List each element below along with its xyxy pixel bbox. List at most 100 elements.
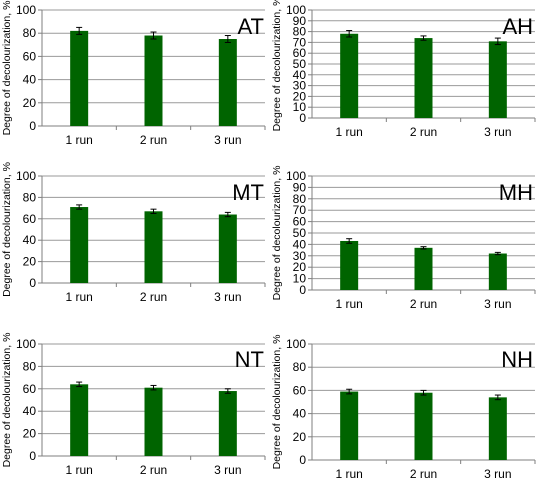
y-tick-label: 40 [293,407,307,421]
y-tick-label: 20 [23,96,37,110]
y-tick-label: 40 [23,404,37,418]
panel-title: NT [235,347,264,372]
bar-3-run [218,214,237,283]
x-tick-label: 2 run [140,290,167,304]
x-tick-label: 2 run [140,133,167,147]
y-tick-label: 80 [23,26,37,40]
x-tick-label: 3 run [484,297,511,311]
y-axis-title: Degree of decolourization, % [271,166,283,301]
bar-3-run [488,397,507,460]
bar-2-run [414,392,433,460]
y-tick-label: 40 [293,68,307,82]
chart-panel-mt: 0 20 40 60 80 100 1 run 2 run 3 run Degree of dec… [1,162,266,304]
bar-2-run [414,38,433,118]
y-tick-label: 80 [293,360,307,374]
x-tick-label: 3 run [214,133,241,147]
bar-1-run [340,391,359,460]
bar-3-run [488,41,507,118]
chart-panel-nh: 0 20 40 60 80 100 1 run 2 run 3 run Degree of dec… [271,335,536,481]
y-tick-label: 20 [23,255,37,269]
panel-title: AH [502,14,533,39]
x-tick-label: 3 run [484,467,511,481]
x-tick-label: 1 run [65,290,92,304]
y-axis-title: Degree of decolourization, % [271,335,283,470]
y-tick-label: 100 [286,3,306,17]
y-tick-label: 40 [293,237,307,251]
x-tick-label: 3 run [484,125,511,139]
y-tick-label: 10 [293,272,307,286]
bar-1-run [340,240,359,290]
x-tick-label: 2 run [410,467,437,481]
x-tick-label: 3 run [214,290,241,304]
y-tick-label: 30 [293,79,307,93]
y-tick-label: 100 [286,337,306,351]
bar-1-run [70,384,89,456]
y-tick-label: 0 [299,111,306,125]
y-tick-label: 20 [23,427,37,441]
y-tick-label: 30 [293,249,307,263]
x-tick-label: 1 run [335,297,362,311]
bar-1-run [70,207,89,283]
y-tick-label: 90 [293,180,307,194]
chart-panel-at: 0 20 40 60 80 100 1 run 2 run 3 run Degree of dec… [1,1,266,147]
y-tick-label: 20 [293,430,307,444]
y-tick-label: 60 [293,215,307,229]
bar-1-run [70,30,89,127]
y-tick-label: 0 [29,119,36,133]
y-axis-title: Degree of decolourization, % [1,333,13,468]
bar-3-run [488,253,507,290]
y-tick-label: 100 [16,337,36,351]
y-tick-label: 20 [293,89,307,103]
y-tick-label: 20 [293,260,307,274]
panel-title: NH [501,347,533,372]
y-tick-label: 100 [286,169,306,183]
y-tick-label: 100 [16,3,36,17]
bar-3-run [218,391,237,456]
bar-3-run [218,39,237,126]
x-tick-label: 1 run [65,133,92,147]
y-tick-label: 0 [299,283,306,297]
y-tick-label: 80 [23,190,37,204]
panel-title: MT [232,180,264,205]
y-tick-label: 80 [293,192,307,206]
x-tick-label: 2 run [140,463,167,477]
y-tick-label: 50 [293,226,307,240]
y-tick-label: 60 [23,212,37,226]
y-tick-label: 50 [293,57,307,71]
y-tick-label: 90 [293,14,307,28]
x-tick-label: 1 run [335,467,362,481]
y-axis-title: Degree of decolourization, % [271,0,283,131]
y-tick-label: 60 [293,46,307,60]
y-tick-label: 70 [293,203,307,217]
chart-panel-nt: 0 20 40 60 80 100 1 run 2 run 3 run Degree of dec… [1,333,266,477]
bar-1-run [340,33,359,119]
y-tick-label: 80 [23,359,37,373]
y-tick-label: 70 [293,35,307,49]
y-tick-label: 0 [29,449,36,463]
panel-title: MH [499,180,533,205]
bar-2-run [414,247,433,290]
y-tick-label: 60 [23,49,37,63]
y-tick-label: 40 [23,233,37,247]
y-tick-label: 80 [293,25,307,39]
bar-2-run [144,211,163,283]
y-axis-title: Degree of decolourization, % [1,162,13,297]
y-tick-label: 10 [293,100,307,114]
y-tick-label: 60 [293,383,307,397]
y-tick-label: 100 [16,169,36,183]
y-tick-label: 60 [23,382,37,396]
x-tick-label: 1 run [335,125,362,139]
x-tick-label: 3 run [214,463,241,477]
panel-title: AT [238,14,264,39]
bar-2-run [144,387,163,456]
x-tick-label: 2 run [410,125,437,139]
x-tick-label: 2 run [410,297,437,311]
y-tick-label: 0 [29,276,36,290]
bar-2-run [144,35,163,126]
y-tick-label: 0 [299,453,306,467]
y-axis-title: Degree of decolourization, % [1,1,13,136]
y-tick-label: 40 [23,73,37,87]
